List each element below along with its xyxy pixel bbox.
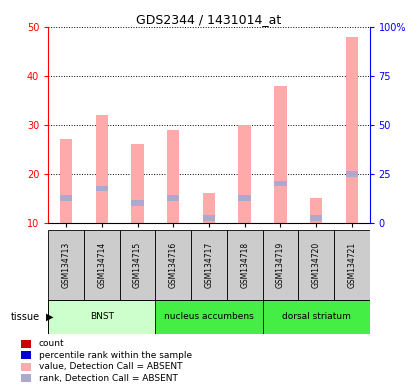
Bar [120,230,155,300]
Text: rank, Detection Call = ABSENT: rank, Detection Call = ABSENT [39,374,178,383]
Bar [60,139,72,223]
Bar [84,230,120,300]
Bar [310,215,322,221]
Text: tissue: tissue [11,312,40,322]
Text: value, Detection Call = ABSENT: value, Detection Call = ABSENT [39,362,182,371]
Text: GSM134713: GSM134713 [62,242,71,288]
Bar [203,194,215,223]
Bar [48,300,155,334]
Bar [334,230,370,300]
Text: GSM134721: GSM134721 [347,242,356,288]
Bar [274,86,286,223]
Bar [131,144,144,223]
Text: GSM134720: GSM134720 [312,242,320,288]
Bar [262,230,298,300]
Bar [21,374,31,382]
Bar [346,36,358,223]
Bar [131,200,144,206]
Bar [239,195,251,201]
Text: nucleus accumbens: nucleus accumbens [164,312,254,321]
Text: GSM134714: GSM134714 [97,242,106,288]
Bar [21,351,31,359]
Bar [227,230,262,300]
Bar [155,230,191,300]
Text: GSM134719: GSM134719 [276,242,285,288]
Bar [239,125,251,223]
Bar [48,230,84,300]
Bar [310,198,322,223]
Text: ▶: ▶ [46,312,54,322]
Bar [167,130,179,223]
Text: dorsal striatum: dorsal striatum [282,312,350,321]
Bar [96,115,108,223]
Text: GSM134715: GSM134715 [133,242,142,288]
Bar [203,215,215,221]
Text: BNST: BNST [90,312,114,321]
Bar [60,195,72,201]
Text: GSM134718: GSM134718 [240,242,249,288]
Title: GDS2344 / 1431014_at: GDS2344 / 1431014_at [136,13,281,26]
Text: percentile rank within the sample: percentile rank within the sample [39,351,192,360]
Bar [346,171,358,177]
Bar [298,230,334,300]
Bar [155,300,262,334]
Text: GSM134716: GSM134716 [169,242,178,288]
Bar [262,300,370,334]
Bar [96,185,108,191]
Text: count: count [39,339,64,348]
Bar [274,180,286,187]
Bar [167,195,179,201]
Text: GSM134717: GSM134717 [205,242,213,288]
Bar [21,362,31,371]
Bar [191,230,227,300]
Bar [21,339,31,348]
